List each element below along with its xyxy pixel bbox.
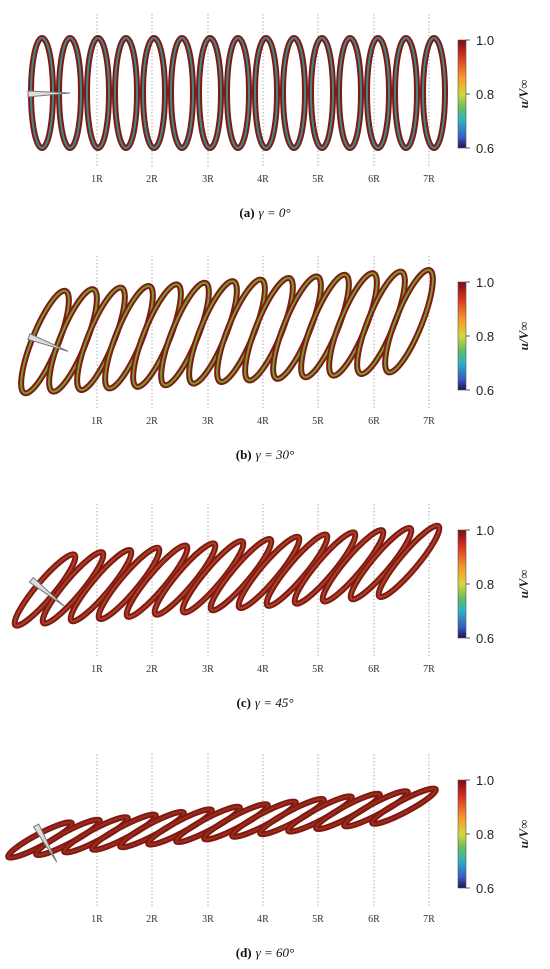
x-tick-label: 2R: [146, 174, 158, 185]
x-tick-label: 2R: [146, 664, 158, 675]
x-tick-label: 3R: [202, 914, 214, 925]
vortex-ring-inner: [338, 37, 362, 149]
vortex-ring-inner: [254, 37, 278, 149]
caption-text: γ = 30°: [256, 447, 295, 462]
vortex-rings: [28, 35, 448, 151]
caption: (c) γ = 45°: [236, 695, 293, 710]
vortex-rings: [5, 785, 439, 861]
panel: 1R 2R 3R 4R 5R 6R 7R 1.0 0.8 0.6 u/V∞ (d) γ = 60°: [5, 754, 531, 960]
x-tick-label: 2R: [146, 914, 158, 925]
vortex-ring-inner: [198, 37, 222, 149]
x-tick-label: 3R: [202, 416, 214, 427]
x-tick-label: 1R: [91, 416, 103, 427]
x-tick-label: 7R: [423, 914, 435, 925]
colorbar: [457, 529, 467, 639]
caption-label: (d): [236, 945, 252, 960]
panel: 1R 2R 3R 4R 5R 6R 7R 1.0 0.8 0.6 u/V∞ (b) γ = 30°: [18, 256, 531, 462]
vortex-ring-inner: [282, 37, 306, 149]
colorbar-tick-label: 0.8: [476, 577, 494, 592]
x-tick-label: 7R: [423, 664, 435, 675]
rotor: [28, 576, 65, 607]
rotor: [27, 90, 71, 98]
x-tick-label: 5R: [312, 664, 324, 675]
vortex-rings: [18, 266, 436, 397]
colorbar-tick-label: 0.6: [476, 631, 494, 646]
vortex-ring-inner: [170, 37, 194, 149]
caption-text: γ = 60°: [256, 945, 295, 960]
x-tick-label: 7R: [423, 416, 435, 427]
colorbar: [457, 779, 467, 889]
x-tick-label: 2R: [146, 416, 158, 427]
colorbar-tick-label: 1.0: [476, 773, 494, 788]
colorbar-tick-label: 0.8: [476, 329, 494, 344]
x-tick-label: 1R: [91, 914, 103, 925]
caption: (d) γ = 60°: [236, 945, 294, 960]
vortex-ring-inner: [371, 787, 437, 825]
x-tick-label: 4R: [257, 914, 269, 925]
vortex-ring-inner: [394, 37, 418, 149]
x-tick-label: 6R: [368, 664, 380, 675]
colorbar-tick-label: 1.0: [476, 33, 494, 48]
vortex-ring-inner: [366, 37, 390, 149]
colorbar: [457, 281, 467, 391]
caption-text: γ = 45°: [255, 695, 294, 710]
caption-label: (a): [239, 205, 254, 220]
x-tick-label: 1R: [91, 174, 103, 185]
caption: (b) γ = 30°: [236, 447, 294, 462]
vortex-ring-inner: [226, 37, 250, 149]
colorbar-tick-label: 1.0: [476, 275, 494, 290]
x-tick-label: 7R: [423, 174, 435, 185]
rotor: [27, 333, 69, 352]
vortex-ring-inner: [142, 37, 166, 149]
x-tick-label: 6R: [368, 416, 380, 427]
vortex-ring-inner: [310, 37, 334, 149]
caption-label: (b): [236, 447, 252, 462]
colorbar-label: u/V∞: [516, 322, 531, 351]
colorbar-label: u/V∞: [516, 820, 531, 849]
caption-text: γ = 0°: [259, 205, 291, 220]
x-tick-label: 4R: [257, 664, 269, 675]
colorbar: [457, 39, 467, 149]
x-tick-label: 4R: [257, 174, 269, 185]
colorbar-tick-label: 0.8: [476, 827, 494, 842]
x-tick-label: 4R: [257, 416, 269, 427]
colorbar-tick-label: 0.6: [476, 881, 494, 896]
vortex-ring-inner: [377, 524, 441, 599]
x-tick-label: 6R: [368, 914, 380, 925]
panel: 1R 2R 3R 4R 5R 6R 7R 1.0 0.8 0.6 u/V∞ (a) γ = 0°: [27, 14, 531, 220]
colorbar-tick-label: 0.6: [476, 383, 494, 398]
caption: (a) γ = 0°: [239, 205, 290, 220]
vortex-ring-inner: [86, 37, 110, 149]
vortex-ring-inner: [422, 37, 446, 149]
colorbar-tick-label: 0.6: [476, 141, 494, 156]
colorbar-label: u/V∞: [516, 80, 531, 109]
x-tick-label: 5R: [312, 914, 324, 925]
x-tick-label: 3R: [202, 174, 214, 185]
colorbar-tick-label: 0.8: [476, 87, 494, 102]
vortex-ring-inner: [384, 268, 434, 374]
x-tick-label: 6R: [368, 174, 380, 185]
colorbar-tick-label: 1.0: [476, 523, 494, 538]
x-tick-label: 1R: [91, 664, 103, 675]
caption-label: (c): [236, 695, 250, 710]
x-tick-label: 3R: [202, 664, 214, 675]
panel: 1R 2R 3R 4R 5R 6R 7R 1.0 0.8 0.6 u/V∞ (c) γ = 45°: [11, 504, 531, 710]
colorbar-label: u/V∞: [516, 570, 531, 599]
rotor: [32, 823, 58, 863]
x-tick-label: 5R: [312, 416, 324, 427]
x-tick-label: 5R: [312, 174, 324, 185]
vortex-rings: [11, 522, 443, 629]
vortex-ring-inner: [114, 37, 138, 149]
